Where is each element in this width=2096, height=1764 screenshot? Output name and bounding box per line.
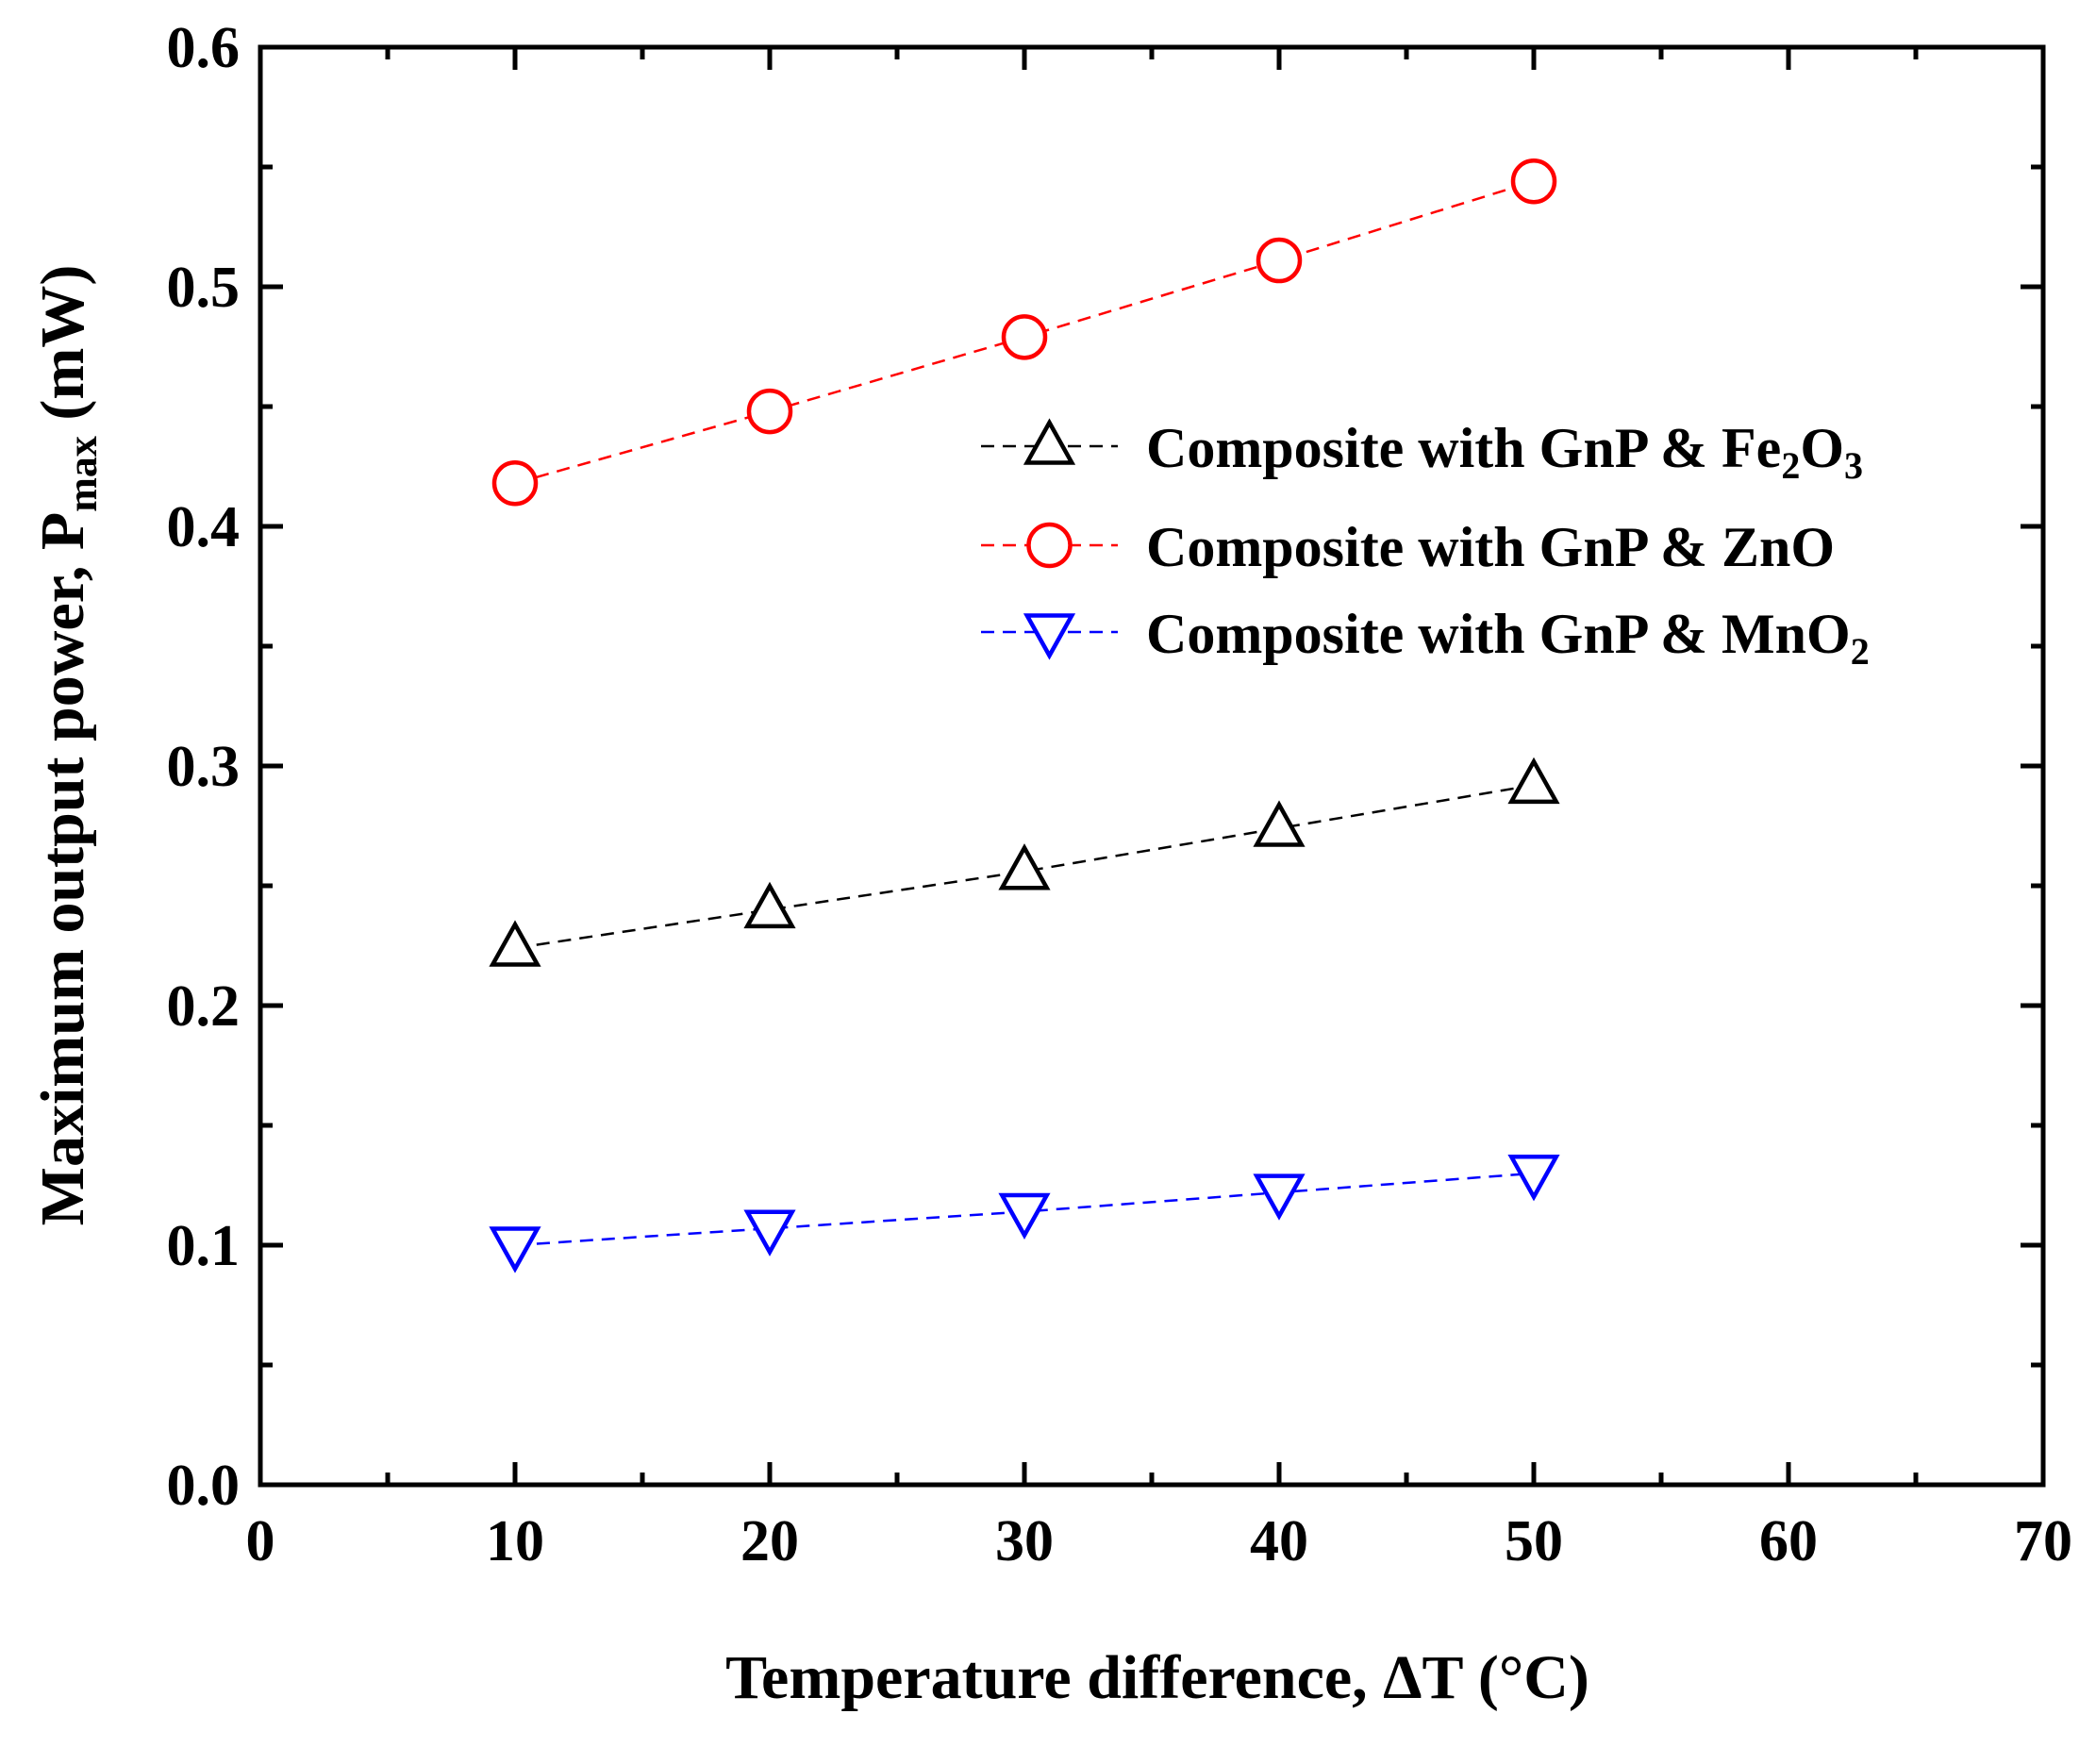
- data-point-fe2o3: [998, 843, 1051, 890]
- legend-subscript: 2: [1851, 630, 1870, 673]
- data-point-fe2o3: [1253, 800, 1306, 847]
- data-point-mno2: [1253, 1173, 1306, 1221]
- legend-marker: [1023, 418, 1076, 465]
- axis-ticks: [258, 44, 2046, 1488]
- y-axis-title-unit: (mW): [28, 265, 97, 436]
- legend-label: Composite with GnP & Fe2O3: [1146, 417, 1863, 487]
- data-point-zno: [491, 460, 539, 507]
- legend-text: Composite with GnP & ZnO: [1146, 516, 1835, 578]
- data-point-mno2: [743, 1209, 796, 1256]
- x-tick-label: 10: [486, 1509, 544, 1573]
- data-point-fe2o3: [743, 881, 796, 929]
- legend-subscript: 2: [1781, 444, 1800, 487]
- legend-item-mno2: Composite with GnP & MnO2: [981, 603, 1870, 673]
- y-tick-label: 0.6: [167, 16, 241, 80]
- x-axis-title: Temperature difference, ΔT (°C): [725, 1643, 1589, 1712]
- y-axis-title: Maximum output power, Pmax (mW): [28, 265, 106, 1226]
- x-tick-label: 60: [1759, 1509, 1818, 1573]
- legend-subscript: 3: [1844, 444, 1863, 487]
- legend-marker: [1026, 522, 1073, 569]
- legend-label: Composite with GnP & ZnO: [1146, 516, 1835, 578]
- y-tick-label: 0.1: [167, 1214, 241, 1278]
- y-tick-label: 0.3: [167, 735, 241, 799]
- series-layer: [489, 158, 1560, 1273]
- legend-item-zno: Composite with GnP & ZnO: [981, 516, 1835, 578]
- y-tick-label: 0.5: [167, 256, 241, 320]
- x-tick-label: 20: [740, 1509, 799, 1573]
- x-tick-label: 0: [246, 1509, 275, 1573]
- legend-marker: [1023, 613, 1076, 660]
- series-mno2: [489, 1155, 1560, 1273]
- series-zno: [491, 158, 1557, 507]
- tick-labels: 0 10 20 30 40 50 60 70 0.0 0.1 0.2 0.3 0.4 0.5 0.6: [167, 16, 2073, 1573]
- data-point-zno: [1256, 237, 1303, 284]
- legend-text: Composite with GnP & Fe: [1146, 417, 1781, 479]
- y-tick-label: 0.0: [167, 1454, 241, 1518]
- plot-frame: [258, 44, 2046, 1488]
- data-point-zno: [746, 388, 793, 435]
- y-tick-label: 0.2: [167, 974, 241, 1039]
- y-axis-title-sub: max: [59, 436, 106, 512]
- plot-area-border: [258, 44, 2046, 1488]
- y-tick-label: 0.4: [167, 495, 241, 559]
- data-point-fe2o3: [489, 920, 541, 967]
- data-point-zno: [1510, 158, 1557, 205]
- data-point-zno: [1001, 314, 1048, 360]
- x-tick-label: 70: [2014, 1509, 2072, 1573]
- x-tick-label: 40: [1250, 1509, 1308, 1573]
- data-point-fe2o3: [1507, 757, 1560, 805]
- data-point-mno2: [998, 1192, 1051, 1240]
- data-point-mno2: [489, 1226, 541, 1273]
- legend-text: Composite with GnP & MnO: [1146, 603, 1851, 665]
- y-axis-title-main: Maximum output power, P: [28, 512, 97, 1226]
- legend-text: O: [1800, 417, 1844, 479]
- data-point-mno2: [1507, 1155, 1560, 1202]
- legend-label: Composite with GnP & MnO2: [1146, 603, 1870, 673]
- x-tick-label: 30: [995, 1509, 1054, 1573]
- legend-item-fe2o3: Composite with GnP & Fe2O3: [981, 417, 1863, 487]
- series-fe2o3: [489, 757, 1560, 967]
- x-tick-label: 50: [1505, 1509, 1563, 1573]
